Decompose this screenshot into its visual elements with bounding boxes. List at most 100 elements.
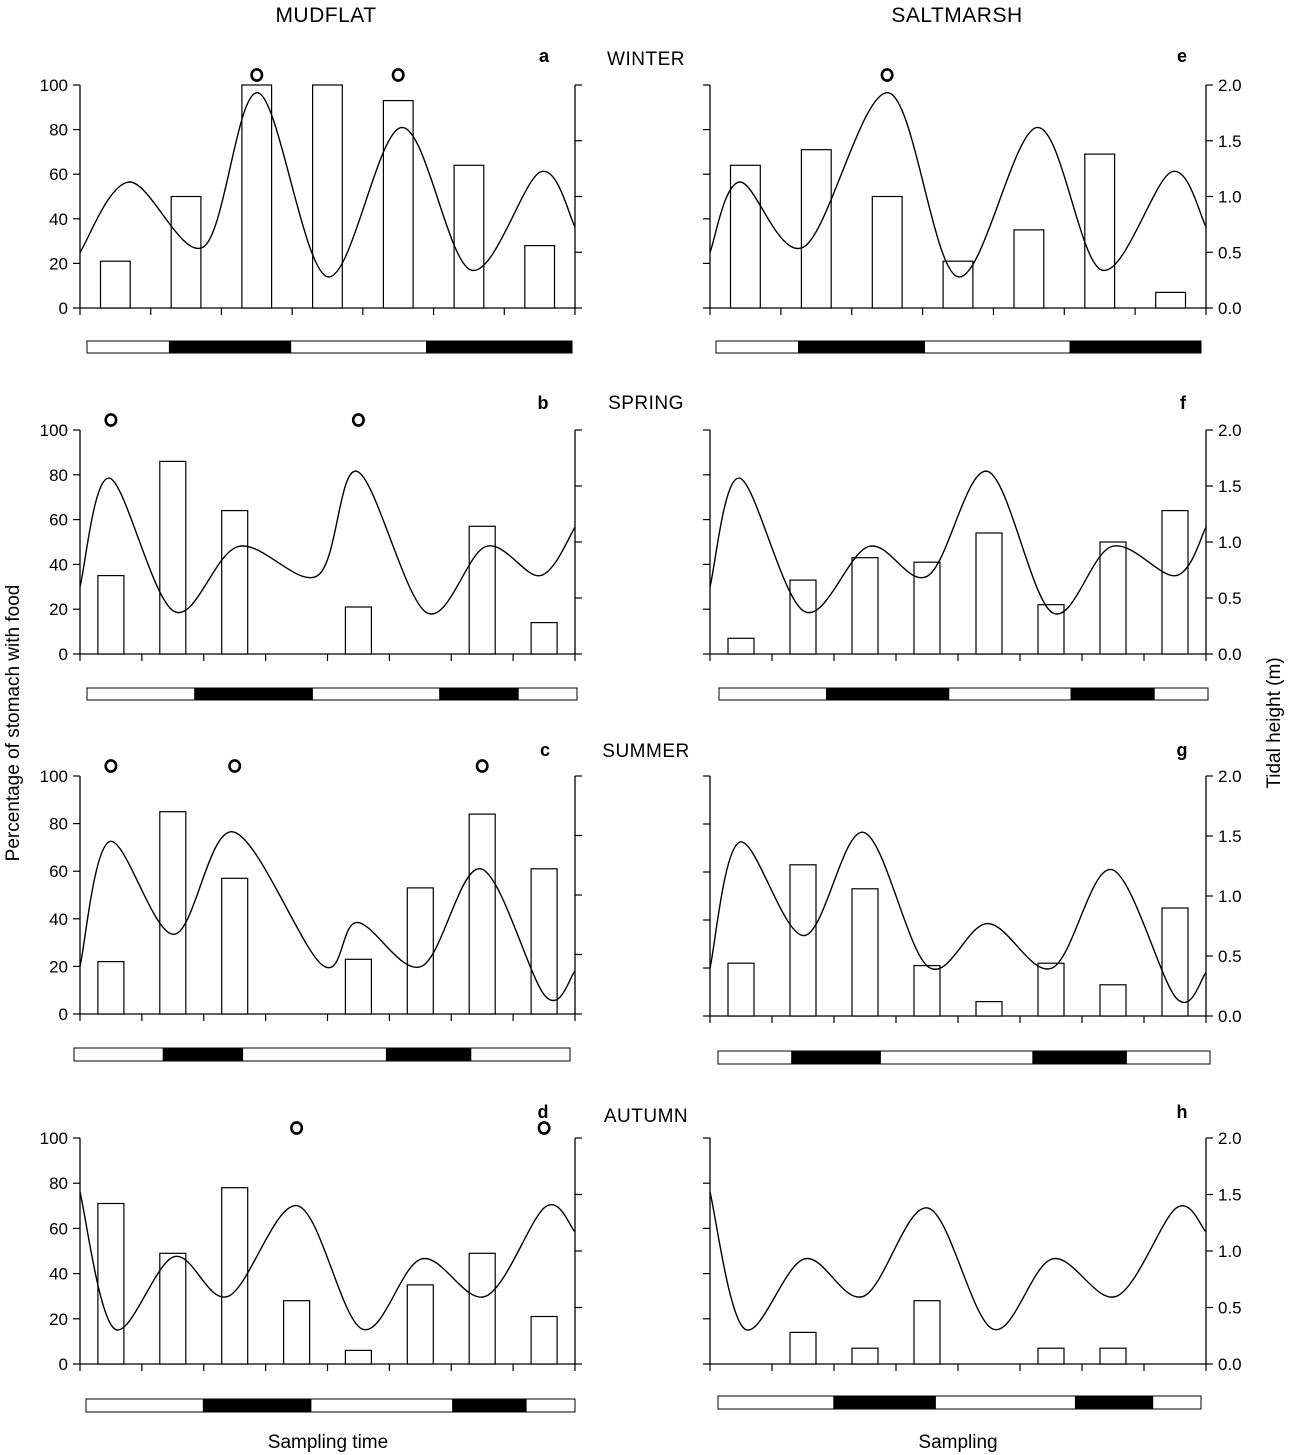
bar	[530, 621, 558, 655]
marker-circle	[475, 759, 489, 773]
panel-g: 0.0 0.5 1.0 1.5 2.0 g	[703, 740, 1242, 1065]
y2-tick-label: 2.0	[1218, 1129, 1242, 1148]
bar	[851, 888, 879, 1017]
bar	[789, 579, 817, 655]
day-segment	[86, 687, 196, 701]
bar	[1161, 510, 1189, 655]
panel-letter: g	[1177, 740, 1188, 760]
y2-tick-label: 0.5	[1218, 243, 1242, 262]
panel-letter: e	[1177, 46, 1187, 66]
marker-circle	[391, 68, 405, 82]
day-segment	[717, 1050, 793, 1065]
panel-d: 0 20 40 60 80 100 d	[40, 1102, 582, 1413]
y-tick-label: 60	[49, 862, 68, 881]
night-segment	[452, 1398, 527, 1413]
y-tick-label: 20	[49, 600, 68, 619]
bar	[241, 84, 273, 309]
y2-tick-label: 1.0	[1218, 533, 1242, 552]
y-tick-label: 40	[49, 555, 68, 574]
day-segment	[715, 340, 799, 354]
y-tick-label: 0	[59, 299, 68, 318]
night-segment	[168, 340, 292, 354]
bar	[344, 1349, 372, 1365]
bar	[1099, 541, 1127, 655]
bar	[851, 1347, 879, 1365]
day-segment	[290, 340, 428, 354]
y2-tick-label: 1.0	[1218, 1242, 1242, 1261]
panel-letter: d	[538, 1102, 549, 1122]
tide-line	[709, 1192, 1207, 1331]
tide-line	[79, 831, 576, 1002]
bar	[729, 164, 761, 309]
panel-letter: f	[1180, 393, 1187, 413]
y-tick-label: 0	[59, 645, 68, 664]
marker-circle	[537, 1121, 551, 1135]
night-segment	[833, 1395, 936, 1410]
y-tick-label: 100	[40, 76, 68, 95]
bar	[789, 1331, 817, 1365]
bar	[406, 1284, 434, 1365]
bar	[800, 149, 832, 309]
day-segment	[717, 1395, 835, 1410]
bar	[283, 1300, 311, 1365]
bar	[1013, 229, 1045, 309]
day-segment	[310, 1398, 454, 1413]
column-title-mudflat: MUDFLAT	[275, 4, 376, 27]
chart-panels: 020406080100a020406080100b020406080100c0…	[40, 46, 1242, 1413]
panel-e: 0.0 0.5 1.0 1.5 2.0 e	[703, 46, 1242, 354]
panel-c: 0 20 40 60 80 100 c	[40, 740, 582, 1062]
bar	[1099, 984, 1127, 1017]
night-segment	[1070, 687, 1155, 701]
y-tick-label: 60	[49, 1219, 68, 1238]
y-tick-label: 20	[49, 254, 68, 273]
panel-letter: c	[540, 740, 550, 760]
night-segment	[426, 340, 573, 354]
y-tick-label: 80	[49, 815, 68, 834]
bar	[312, 84, 343, 309]
y2-tick-label: 1.5	[1218, 477, 1242, 496]
marker-circle	[228, 759, 242, 773]
night-segment	[386, 1047, 472, 1062]
bar	[530, 1315, 558, 1365]
tide-line	[79, 470, 576, 615]
bar	[871, 195, 903, 309]
bar	[1161, 907, 1189, 1017]
season-label-winter: WINTER	[607, 49, 685, 70]
y2-tick-label: 1.5	[1218, 1186, 1242, 1205]
y-tick-label: 20	[49, 1310, 68, 1329]
y-tick-label: 80	[49, 1174, 68, 1193]
panel-letter: a	[539, 46, 550, 66]
bar	[159, 811, 187, 1015]
bar	[97, 574, 125, 655]
y-tick-label: 20	[49, 957, 68, 976]
y2-tick-label: 1.0	[1218, 887, 1242, 906]
night-segment	[202, 1398, 312, 1413]
season-label-summer: SUMMER	[602, 741, 689, 762]
tide-line	[709, 831, 1207, 1003]
marker-circle	[880, 68, 894, 82]
night-segment	[798, 340, 926, 354]
night-segment	[826, 687, 950, 701]
panel-letter: h	[1177, 1102, 1188, 1122]
bar	[468, 525, 496, 655]
bar	[344, 958, 372, 1015]
day-segment	[470, 1047, 571, 1062]
bar	[221, 877, 249, 1015]
y2-tick-label: 0.0	[1218, 299, 1242, 318]
season-label-spring: SPRING	[608, 393, 684, 414]
y-tick-label: 40	[49, 1265, 68, 1284]
bar	[97, 1202, 125, 1365]
y2-tick-label: 1.5	[1218, 132, 1242, 151]
day-segment	[1153, 687, 1209, 701]
bar	[727, 637, 755, 655]
panel-b: 0 20 40 60 80 100 b	[40, 393, 582, 701]
y-tick-label: 100	[40, 767, 68, 786]
bar	[468, 1252, 496, 1365]
y2-tick-label: 0.0	[1218, 1007, 1242, 1026]
bar	[913, 964, 941, 1017]
panel-a: 0 20 40 60 80 100 a	[40, 46, 582, 354]
bar	[170, 195, 202, 309]
night-segment	[1069, 340, 1202, 354]
night-segment	[194, 687, 313, 701]
